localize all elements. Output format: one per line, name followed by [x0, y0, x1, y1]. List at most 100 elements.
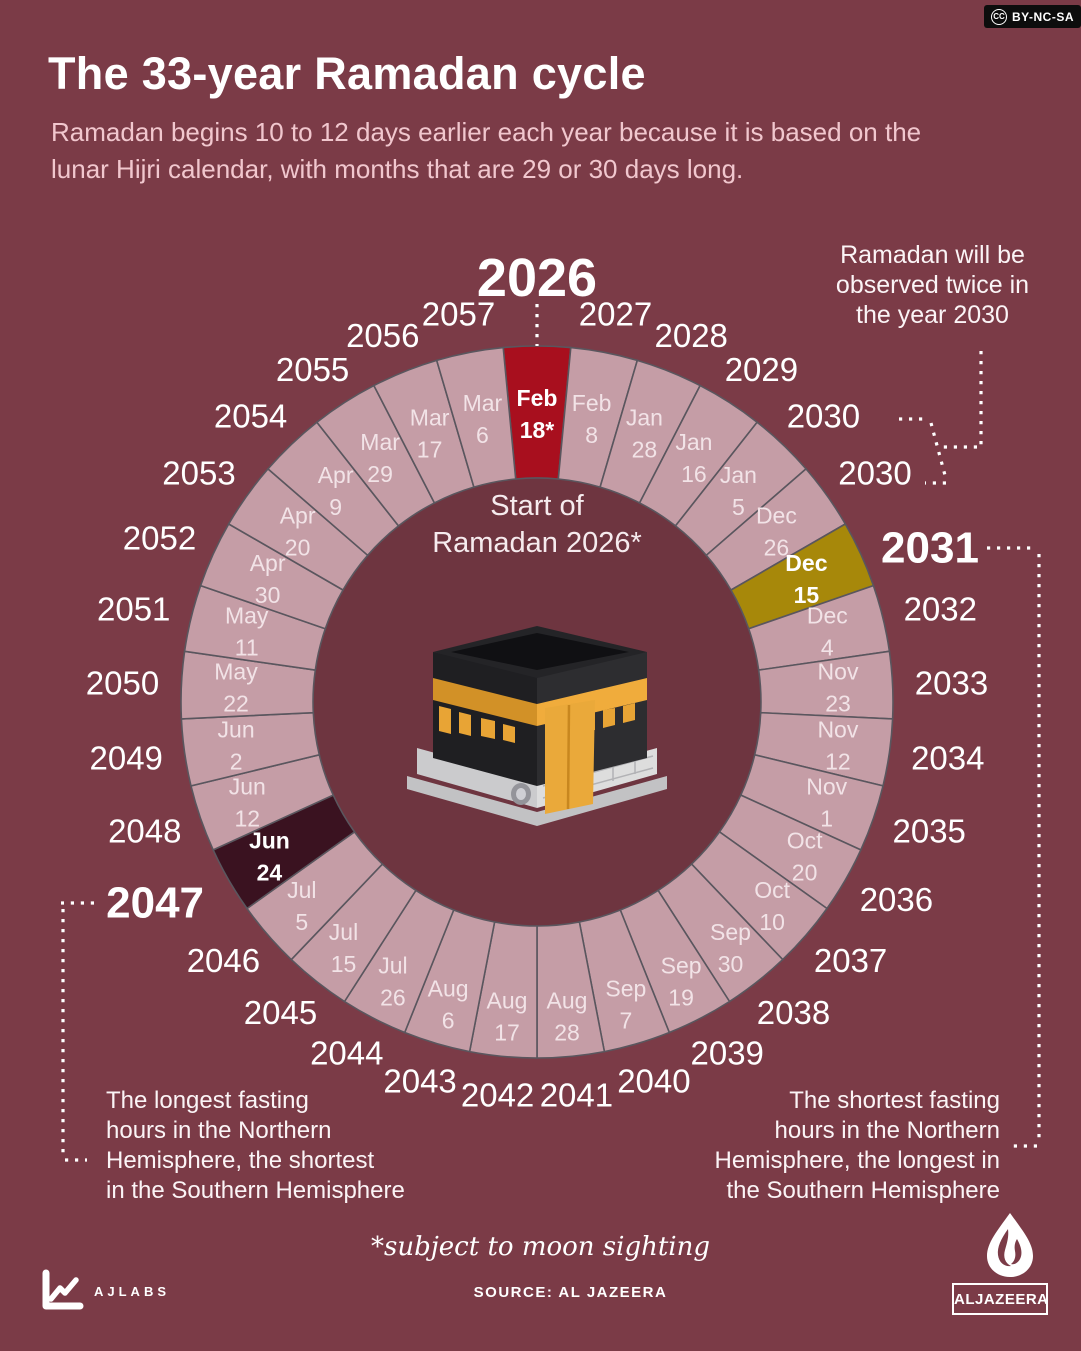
segment-date: Dec	[807, 603, 848, 629]
year-label-2055: 2055	[276, 351, 349, 388]
ajlabs-chart-icon	[42, 1269, 84, 1310]
segment-date: 1	[820, 805, 833, 831]
year-label-2057: 2057	[422, 296, 495, 333]
year-label-2035: 2035	[892, 813, 965, 850]
segment-date: Jun	[218, 716, 255, 742]
segment-date: Mar	[360, 429, 400, 455]
segment-date: May	[214, 659, 258, 685]
segment-date: Nov	[817, 716, 858, 742]
segment-date: 16	[681, 461, 707, 487]
segment-date: Feb	[572, 390, 612, 416]
segment-date: 26	[764, 535, 790, 561]
segment-date: Jun	[249, 828, 290, 854]
segment-date: 5	[732, 494, 745, 520]
segment-date: 11	[235, 635, 259, 661]
year-label-2029: 2029	[725, 351, 798, 388]
segment-date: Nov	[806, 773, 847, 799]
segment-date: 15	[794, 582, 820, 608]
aljazeera-wordmark: ALJAZEERA	[952, 1283, 1048, 1315]
segment-date: Sep	[605, 976, 646, 1002]
year-label-2052: 2052	[123, 519, 196, 556]
segment-date: Aug	[428, 976, 469, 1002]
year-label-2054: 2054	[214, 398, 287, 435]
year-label-2039: 2039	[690, 1035, 763, 1072]
segment-date: 28	[632, 437, 658, 463]
year-label-2030: 2030	[787, 398, 860, 435]
connector-2030-annotation-icon	[941, 351, 983, 449]
year-label-2042: 2042	[461, 1077, 534, 1114]
segment-date: 10	[759, 909, 785, 935]
segment-date: 5	[295, 909, 308, 935]
segment-date: Jul	[329, 919, 358, 945]
year-label-2053: 2053	[162, 454, 235, 491]
segment-date: Apr	[280, 503, 316, 529]
year-label-2027: 2027	[579, 296, 652, 333]
cc-license-label: BY-NC-SA	[1012, 9, 1075, 24]
year-label-2047: 2047	[106, 879, 204, 928]
ajlabs-logo: AJLABS	[38, 1268, 170, 1314]
year-label-2048: 2048	[108, 813, 181, 850]
year-label-2028: 2028	[654, 317, 727, 354]
segment-date: Jan	[675, 429, 712, 455]
segment-date: Oct	[787, 828, 823, 854]
source-credit: SOURCE: AL JAZEERA	[473, 1284, 668, 1301]
wheel-center-caption: Start of Ramadan 2026*	[432, 490, 642, 559]
year-label-2044: 2044	[310, 1035, 383, 1072]
segment-date: Jun	[229, 773, 266, 799]
connector-2031-icon	[987, 546, 1041, 1148]
segment-date: Apr	[318, 462, 354, 488]
segment-date: 8	[585, 422, 598, 448]
segment-date: Jan	[626, 405, 663, 431]
segment-date: 12	[235, 805, 261, 831]
segment-date: Mar	[410, 405, 450, 431]
year-label-2046: 2046	[187, 942, 260, 979]
annotation-2030-twice: Ramadan will be observed twice in the ye…	[835, 241, 1030, 329]
year-label-2036: 2036	[860, 881, 933, 918]
segment-date: 6	[476, 422, 489, 448]
year-label-2033: 2033	[915, 665, 988, 702]
year-label-2050: 2050	[86, 665, 159, 702]
page-subtitle: Ramadan begins 10 to 12 days earlier eac…	[51, 117, 922, 184]
segment-date: 9	[329, 494, 342, 520]
connector-2047-icon	[61, 901, 94, 1162]
year-label-2056: 2056	[346, 317, 419, 354]
segment-date: Mar	[463, 390, 503, 416]
segment-date: Jan	[720, 462, 757, 488]
segment-date: 6	[442, 1008, 455, 1034]
segment-date: 20	[285, 535, 311, 561]
segment-date: Jul	[287, 877, 316, 903]
segment-date: Oct	[754, 877, 790, 903]
segment-date: 2	[230, 748, 243, 774]
segment-date: 18*	[520, 417, 555, 443]
segment-date: 19	[668, 985, 694, 1011]
segment-date: Jul	[378, 953, 407, 979]
year-label-2031: 2031	[881, 523, 979, 572]
segment-date: 4	[821, 635, 834, 661]
segment-date: Dec	[785, 550, 827, 576]
year-label-2040: 2040	[617, 1063, 690, 1100]
segment-date: 15	[331, 951, 357, 977]
segment-date: 23	[825, 691, 851, 717]
segment-date: 30	[718, 951, 744, 977]
cc-license-badge: CC BY-NC-SA	[984, 5, 1081, 28]
year-label-2038: 2038	[757, 994, 830, 1031]
year-label-2037: 2037	[814, 942, 887, 979]
year-label-2026: 2026	[477, 248, 597, 308]
ajlabs-label: AJLABS	[94, 1283, 171, 1299]
aljazeera-flame-icon	[987, 1213, 1033, 1277]
annotation-shortest-fasting: The shortest fasting hours in the Northe…	[714, 1087, 1001, 1204]
year-label-2030: 2030	[838, 454, 911, 491]
segment-date: Dec	[756, 503, 797, 529]
year-label-2045: 2045	[244, 994, 317, 1031]
kaaba-illustration-icon	[407, 626, 667, 826]
segment-date: 24	[257, 860, 283, 886]
segment-date: 7	[620, 1008, 633, 1034]
segment-date: 22	[223, 691, 249, 717]
segment-date: Sep	[661, 953, 702, 979]
segment-date: 29	[367, 461, 393, 487]
segment-date: Nov	[818, 659, 859, 685]
moon-sighting-footnote: *subject to moon sighting	[371, 1232, 710, 1262]
connector-2030-labels-icon	[899, 417, 948, 485]
segment-2057	[435, 346, 517, 489]
segment-date: 30	[255, 582, 281, 608]
